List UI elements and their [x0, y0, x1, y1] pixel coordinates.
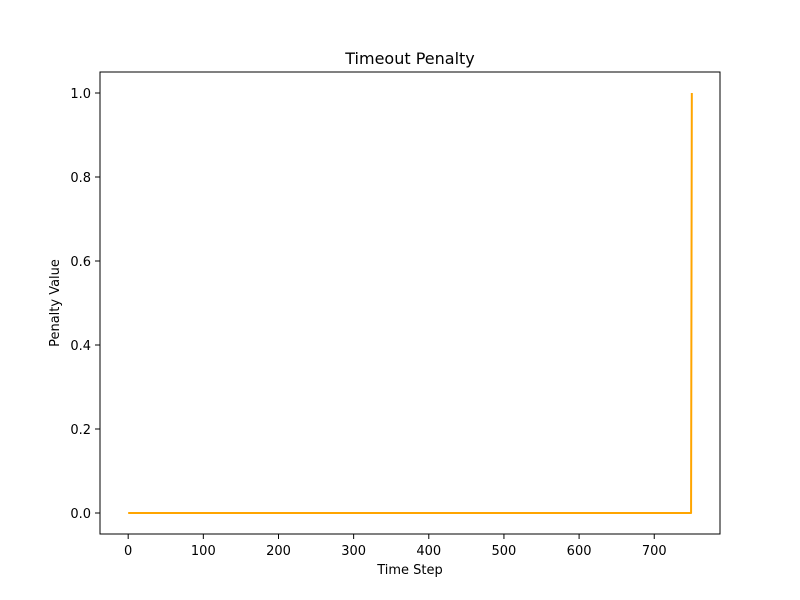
y-tick-label: 1.0 [70, 87, 91, 102]
plot-frame [99, 71, 721, 535]
series-layer [128, 92, 693, 514]
x-tick-label: 300 [341, 544, 366, 559]
y-axis-label: Penalty Value [48, 259, 63, 347]
y-tick-label: 0.2 [70, 423, 91, 438]
x-tick-label: 700 [642, 544, 667, 559]
x-tick-label: 0 [124, 544, 132, 559]
x-tick-label: 500 [492, 544, 517, 559]
axis-ticks: 0 100 200 300 400 500 600 700 0.0 0.2 0.4 0.6 0.8 1.0 [70, 87, 666, 559]
x-tick-label: 200 [266, 544, 291, 559]
series-line-0 [128, 92, 693, 514]
y-tick-label: 0.4 [70, 339, 91, 354]
x-tick-label: 100 [191, 544, 216, 559]
y-tick-label: 0.8 [70, 171, 91, 186]
x-tick-label: 600 [567, 544, 592, 559]
y-tick-label: 0.0 [70, 507, 91, 522]
y-tick-label: 0.6 [70, 255, 91, 270]
x-tick-label: 400 [416, 544, 441, 559]
x-axis-label: Time Step [376, 563, 443, 578]
chart-title: Timeout Penalty [344, 49, 475, 68]
